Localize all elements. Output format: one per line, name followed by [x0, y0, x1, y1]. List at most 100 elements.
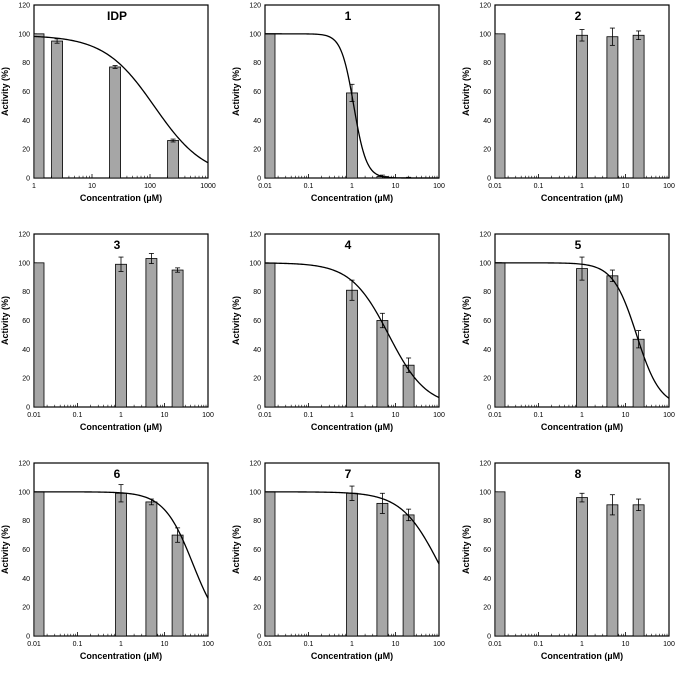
fit-curve: [264, 262, 440, 399]
y-axis-title: Activity (%): [0, 525, 10, 574]
y-tick-label: 120: [249, 232, 261, 239]
y-tick-label: 100: [249, 31, 261, 38]
y-tick-label: 0: [257, 176, 261, 183]
y-tick-label: 20: [22, 376, 30, 383]
y-tick-label: 80: [253, 60, 261, 67]
bar: [346, 92, 358, 179]
fit-curve: [265, 33, 439, 179]
x-tick-label: 10: [161, 641, 169, 648]
bar: [167, 140, 179, 179]
fit-curve: [495, 262, 670, 399]
y-tick-label: 40: [22, 347, 30, 354]
bar: [494, 262, 506, 408]
panel-title: 4: [345, 238, 352, 252]
y-tick-label: 100: [249, 489, 261, 496]
x-tick-label: 0.01: [27, 641, 41, 648]
y-tick-label: 120: [479, 3, 491, 10]
chart-panel-8: 0 20 40 60 80 100 120 0.01 0.1 1 10 100 7 Concentrati…: [231, 461, 445, 662]
y-tick-label: 80: [253, 289, 261, 296]
bar: [576, 497, 588, 637]
y-tick-label: 80: [483, 289, 491, 296]
x-tick-label: 1: [119, 412, 123, 419]
panel-title: 7: [345, 467, 352, 481]
bar: [115, 492, 127, 637]
y-tick-label: 40: [483, 118, 491, 125]
x-tick-label: 0.1: [73, 641, 83, 648]
x-tick-label: 0.01: [27, 412, 41, 419]
y-tick-label: 100: [18, 489, 30, 496]
fit-curve: [33, 35, 209, 164]
y-tick-label: 0: [487, 405, 491, 412]
y-tick-label: 40: [253, 118, 261, 125]
y-tick-label: 40: [22, 576, 30, 583]
x-tick-label: 1: [580, 183, 584, 190]
y-tick-label: 0: [257, 634, 261, 641]
panel-title: 6: [114, 467, 121, 481]
bar: [606, 275, 619, 408]
y-tick-label: 100: [18, 31, 30, 38]
y-tick-label: 40: [483, 576, 491, 583]
panel-title: 2: [575, 9, 582, 23]
x-tick-label: 10: [161, 412, 169, 419]
y-tick-label: 100: [18, 260, 30, 267]
y-tick-label: 80: [22, 289, 30, 296]
y-tick-label: 100: [479, 31, 491, 38]
x-tick-label: 1: [580, 641, 584, 648]
y-tick-label: 120: [479, 232, 491, 239]
bar: [632, 504, 645, 637]
x-tick-label: 0.01: [488, 412, 502, 419]
x-axis-title: Concentration (µM): [80, 422, 162, 432]
chart-panel-6: 0 20 40 60 80 100 120 0.01 0.1 1 10 100 5 Concentrati…: [461, 232, 675, 433]
x-tick-label: 0.01: [258, 641, 272, 648]
chart-panel-4: 0 20 40 60 80 100 120 0.01 0.1 1 10 100 3 Concentrati…: [0, 232, 214, 433]
y-tick-label: 80: [22, 60, 30, 67]
y-tick-label: 60: [253, 89, 261, 96]
x-tick-label: 1: [119, 641, 123, 648]
y-tick-label: 20: [483, 376, 491, 383]
y-tick-label: 20: [483, 605, 491, 612]
y-tick-label: 0: [26, 405, 30, 412]
x-axis-title: Concentration (µM): [80, 651, 162, 661]
x-tick-label: 100: [202, 641, 214, 648]
fit-curve: [265, 491, 440, 565]
chart-panel-5: 0 20 40 60 80 100 120 0.01 0.1 1 10 100 4 Concentrati…: [231, 232, 445, 433]
y-tick-label: 120: [249, 461, 261, 468]
y-tick-label: 20: [253, 147, 261, 154]
x-axis-title: Concentration (µM): [311, 193, 393, 203]
panel-title: 3: [114, 238, 121, 252]
x-axis-title: Concentration (µM): [541, 193, 623, 203]
x-tick-label: 100: [663, 183, 675, 190]
x-tick-label: 10: [622, 641, 630, 648]
y-tick-label: 120: [18, 232, 30, 239]
y-tick-label: 40: [483, 347, 491, 354]
bar: [109, 66, 121, 179]
y-tick-label: 0: [26, 634, 30, 641]
bar: [402, 514, 415, 637]
x-tick-label: 0.01: [488, 641, 502, 648]
y-tick-label: 60: [483, 318, 491, 325]
y-tick-label: 20: [22, 147, 30, 154]
y-tick-label: 60: [483, 547, 491, 554]
x-tick-label: 10: [88, 183, 96, 190]
y-tick-label: 60: [22, 318, 30, 325]
x-tick-label: 10: [392, 641, 400, 648]
y-axis-title: Activity (%): [231, 296, 241, 345]
y-tick-label: 100: [479, 260, 491, 267]
x-tick-label: 100: [433, 183, 445, 190]
y-tick-label: 0: [487, 634, 491, 641]
x-tick-label: 0.1: [534, 183, 544, 190]
y-tick-label: 120: [18, 461, 30, 468]
x-tick-label: 0.1: [534, 641, 544, 648]
bar: [632, 338, 645, 408]
x-tick-label: 100: [663, 412, 675, 419]
x-axis-title: Concentration (µM): [541, 651, 623, 661]
y-tick-label: 60: [22, 547, 30, 554]
bar: [632, 34, 645, 179]
x-tick-label: 0.1: [304, 641, 314, 648]
x-tick-label: 100: [433, 641, 445, 648]
y-tick-label: 0: [26, 176, 30, 183]
x-tick-label: 1: [350, 183, 354, 190]
bar: [346, 492, 358, 637]
panel-title: 1: [345, 9, 352, 23]
